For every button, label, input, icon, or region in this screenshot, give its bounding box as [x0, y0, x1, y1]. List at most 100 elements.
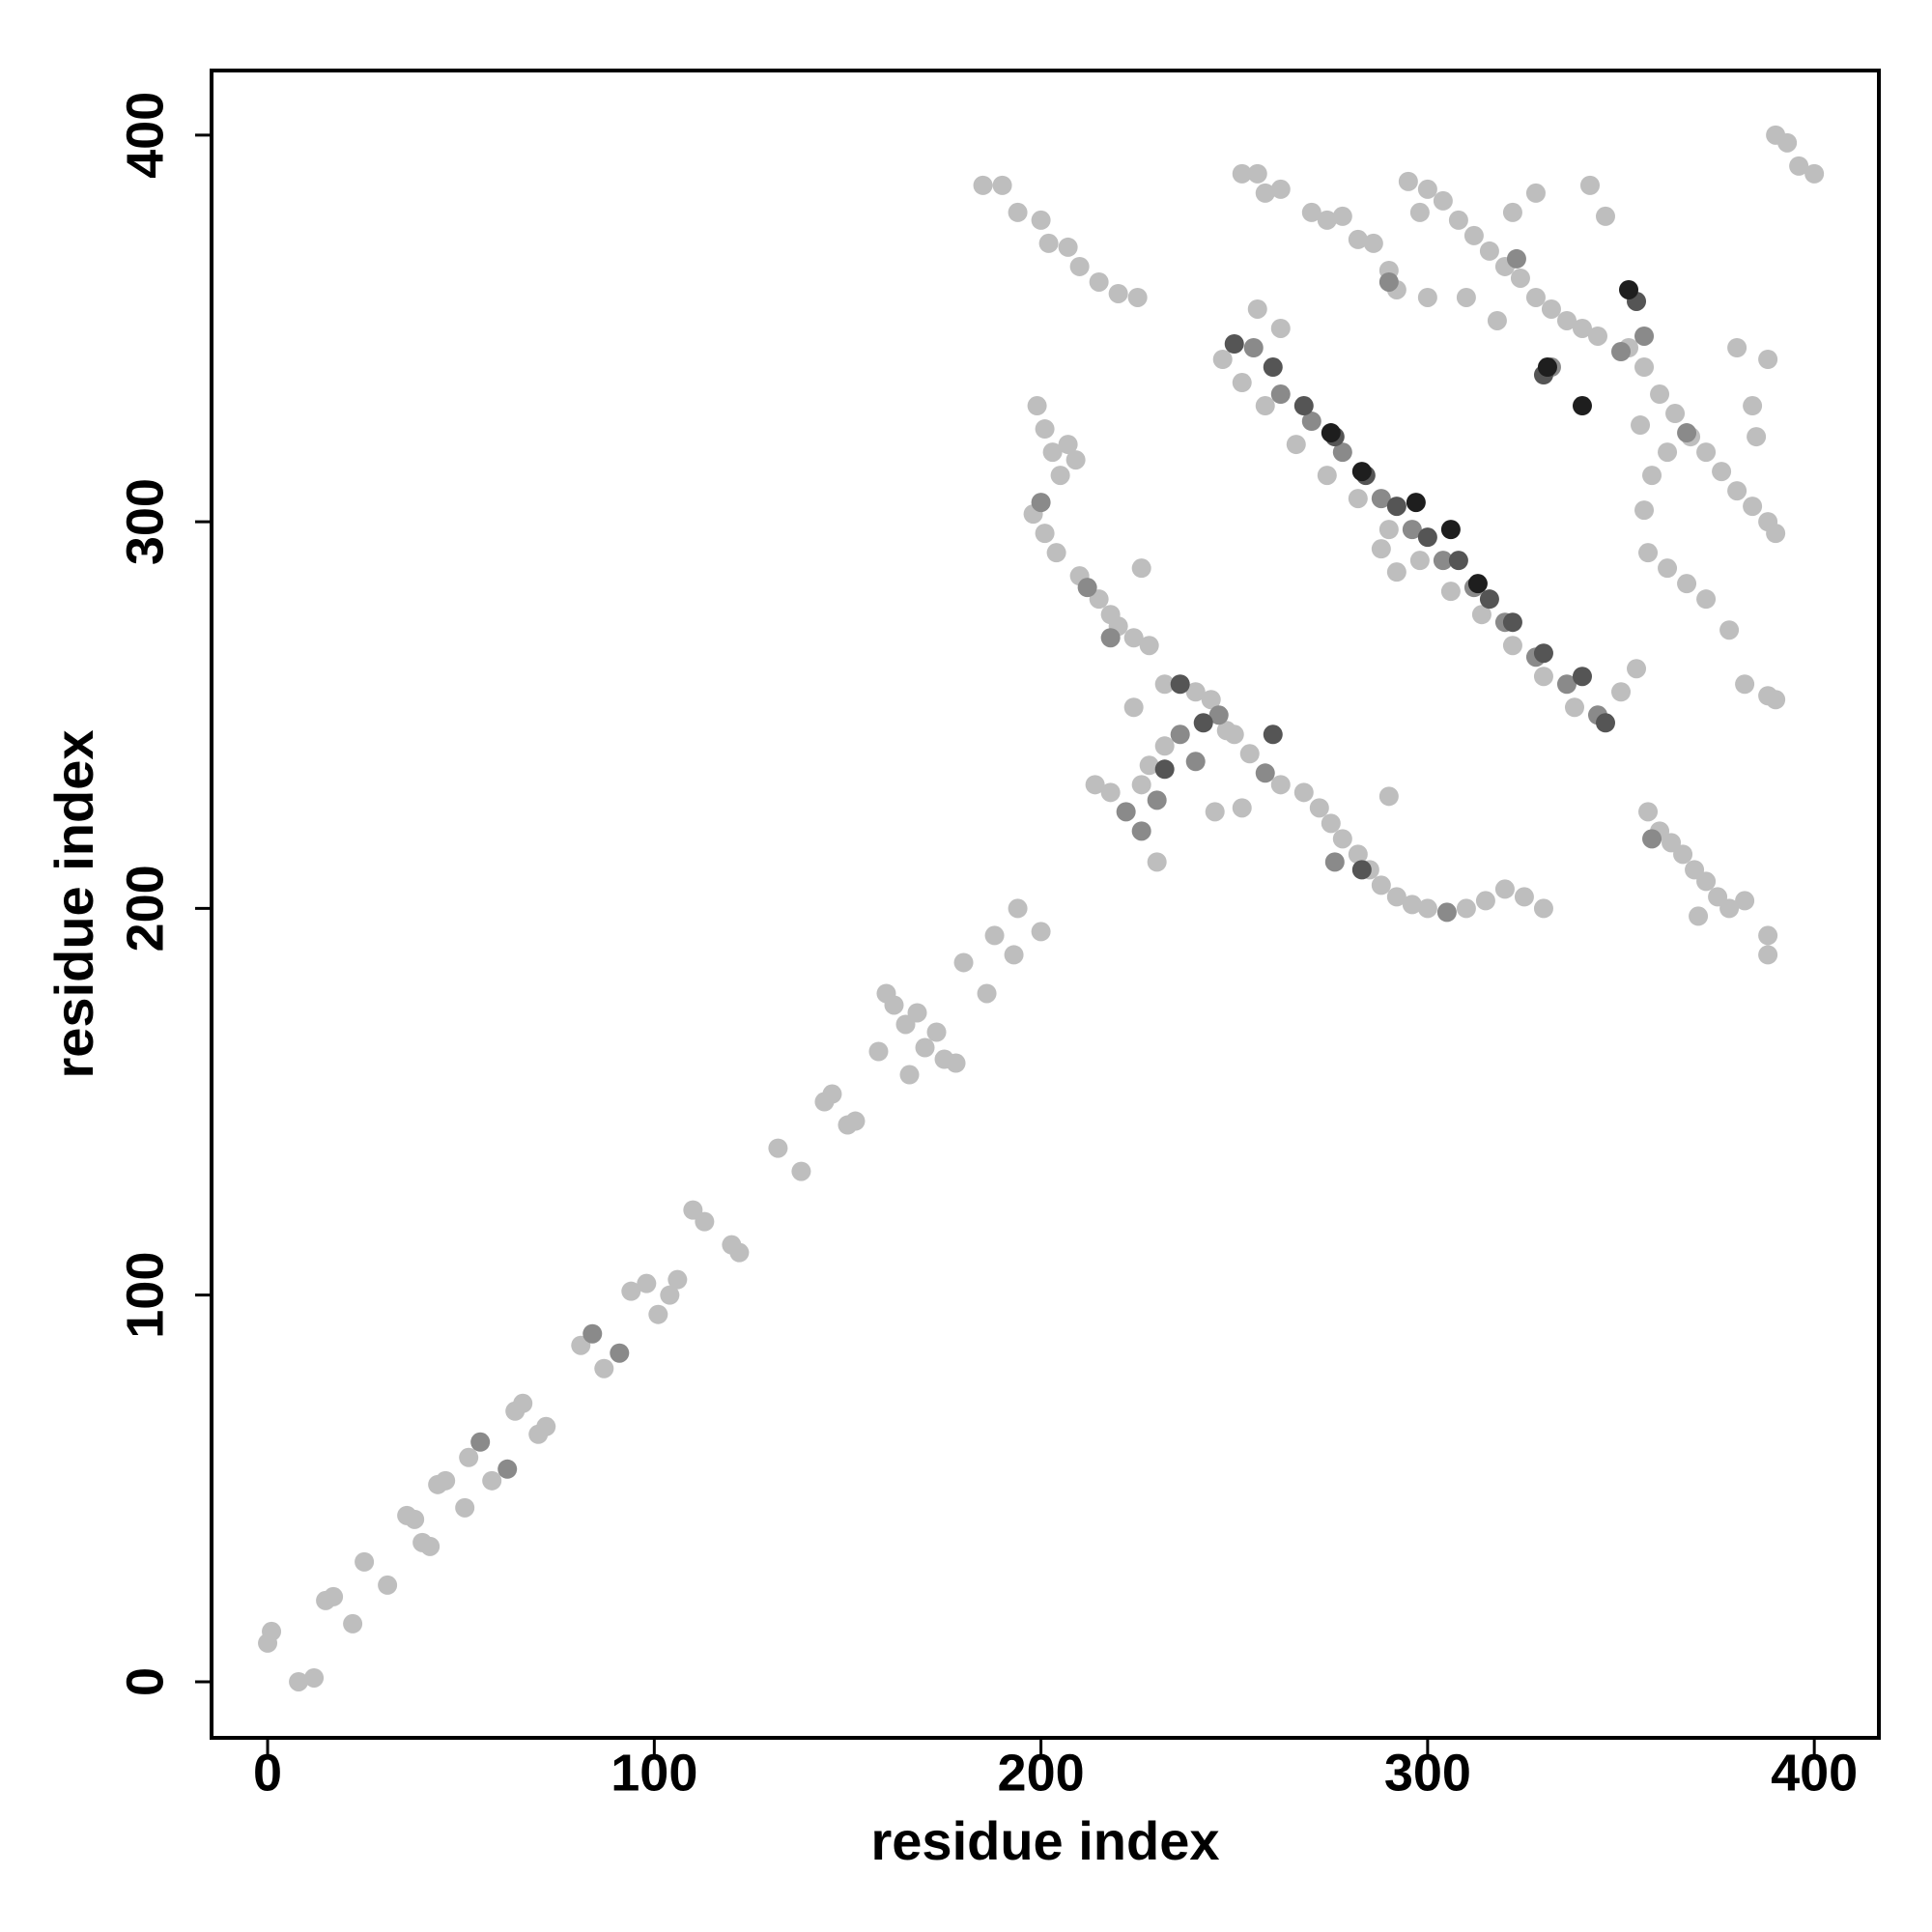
point	[822, 1084, 842, 1104]
point	[405, 1509, 425, 1529]
point	[1766, 524, 1786, 544]
point	[637, 1273, 657, 1293]
point	[1463, 225, 1484, 245]
point	[1433, 551, 1453, 571]
point	[594, 1358, 614, 1378]
point	[915, 1037, 935, 1058]
point	[907, 1003, 927, 1023]
point	[1224, 333, 1244, 354]
point	[1193, 713, 1213, 733]
point	[1065, 450, 1086, 470]
point	[1510, 268, 1530, 288]
point	[1758, 350, 1778, 370]
point	[1301, 202, 1321, 222]
point	[926, 1022, 947, 1042]
point	[1479, 241, 1499, 261]
point	[1696, 589, 1717, 610]
point	[1386, 497, 1406, 517]
point	[868, 1041, 889, 1062]
point	[1494, 879, 1515, 899]
point	[768, 1138, 788, 1158]
point	[1050, 466, 1070, 486]
point	[1572, 318, 1592, 338]
point	[1332, 206, 1352, 226]
point	[1556, 310, 1577, 330]
point	[1058, 237, 1078, 257]
point	[1321, 813, 1341, 834]
point	[1031, 210, 1051, 230]
point	[1147, 852, 1167, 872]
point	[455, 1497, 475, 1518]
point	[1409, 551, 1430, 571]
point	[1371, 875, 1391, 895]
point	[1100, 782, 1121, 803]
point	[1502, 612, 1522, 633]
point	[1417, 179, 1437, 199]
point	[1638, 543, 1659, 563]
point	[1611, 342, 1632, 362]
point	[1650, 384, 1670, 405]
x-tick-label: 100	[611, 1744, 697, 1802]
point	[1270, 318, 1291, 338]
point	[1417, 527, 1437, 548]
point	[1239, 744, 1260, 764]
point	[1386, 887, 1406, 907]
point	[436, 1470, 456, 1491]
point	[1205, 802, 1225, 822]
point	[1712, 462, 1732, 482]
point	[1243, 337, 1264, 357]
point	[1689, 906, 1709, 926]
point	[1766, 690, 1786, 710]
point	[1572, 396, 1592, 416]
point	[648, 1304, 668, 1324]
point	[1502, 202, 1522, 222]
point	[1634, 357, 1655, 378]
point	[1789, 156, 1809, 176]
point	[1440, 520, 1461, 540]
point	[1247, 298, 1267, 319]
point	[845, 1111, 866, 1131]
point	[289, 1671, 309, 1691]
point	[1255, 396, 1275, 416]
point	[1487, 310, 1507, 330]
point	[899, 1065, 920, 1085]
point	[1631, 415, 1651, 436]
point	[946, 1053, 966, 1073]
point	[668, 1269, 688, 1290]
point	[1502, 636, 1522, 656]
point	[1627, 659, 1647, 679]
point	[1537, 357, 1557, 378]
point	[1108, 283, 1128, 303]
point	[1658, 442, 1678, 463]
point	[1131, 558, 1151, 579]
x-tick-label: 0	[253, 1744, 282, 1802]
point	[1035, 419, 1055, 440]
point	[1638, 802, 1659, 822]
point	[1665, 404, 1686, 424]
point	[1154, 759, 1175, 780]
y-tick-label: 0	[116, 1667, 174, 1696]
point	[1348, 229, 1368, 249]
point	[1440, 582, 1461, 602]
point	[1386, 562, 1406, 582]
point	[610, 1343, 630, 1363]
point	[1533, 643, 1553, 664]
y-axis-title: residue index	[43, 729, 104, 1078]
point	[984, 925, 1005, 946]
point	[1154, 736, 1175, 756]
point	[1170, 674, 1190, 695]
point	[1317, 210, 1337, 230]
point	[1371, 539, 1391, 559]
point	[1642, 466, 1662, 486]
point	[1042, 442, 1063, 463]
point	[1208, 705, 1229, 725]
point	[1085, 775, 1105, 795]
point	[1467, 574, 1488, 594]
point	[1506, 248, 1526, 269]
point	[1743, 497, 1763, 517]
point	[1224, 724, 1244, 745]
point	[1642, 829, 1662, 849]
point	[1541, 298, 1561, 319]
